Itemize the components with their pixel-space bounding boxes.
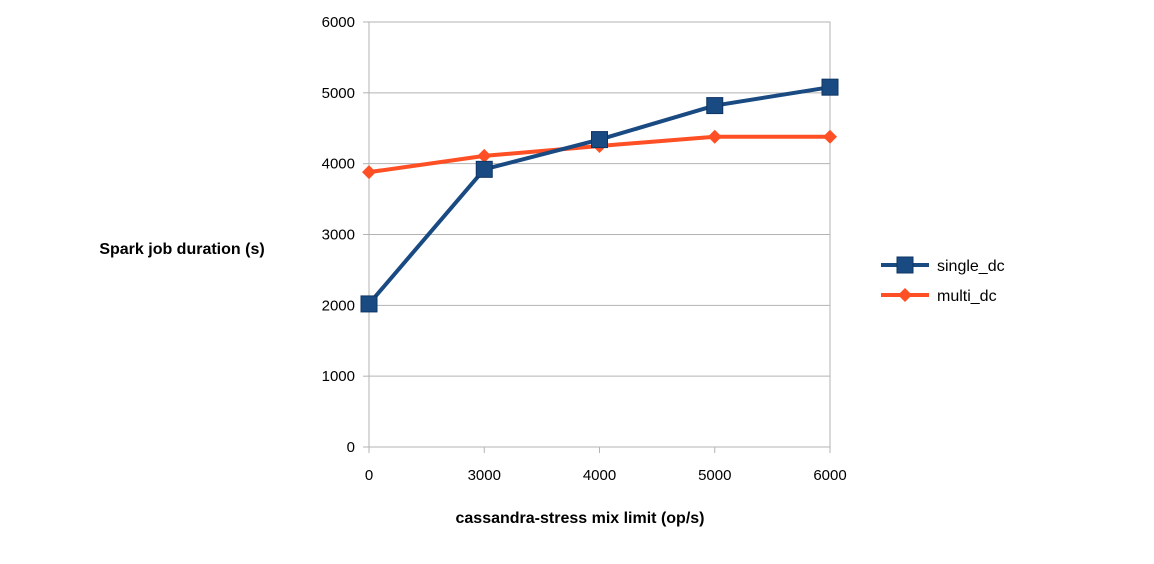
data-point-multi_dc (707, 129, 722, 144)
y-tick-label: 5000 (322, 85, 355, 102)
x-tick-label: 4000 (583, 467, 616, 484)
legend-label-multi_dc: multi_dc (937, 288, 997, 305)
series-line-single_dc (367, 85, 831, 306)
data-point-single_dc (706, 97, 724, 115)
legend-marker-multi_dc (898, 288, 912, 302)
x-axis-title: cassandra-stress mix limit (op/s) (456, 510, 705, 527)
y-tick-label: 0 (347, 439, 355, 456)
legend-marker-single_dc (896, 256, 914, 274)
y-axis-title: Spark job duration (s) (99, 241, 264, 258)
x-tick-label: 0 (365, 467, 373, 484)
data-point-single_dc (360, 295, 378, 313)
data-point-multi_dc (477, 148, 492, 163)
gridlines (369, 21, 830, 448)
y-tick-label: 4000 (322, 156, 355, 173)
data-point-single_dc (821, 78, 839, 96)
legend: single_dc multi_dc (881, 256, 1005, 305)
x-axis-ticks: 0 3000 4000 5000 6000 (365, 447, 847, 484)
data-point-multi_dc (823, 129, 837, 144)
data-point-multi_dc (362, 165, 376, 180)
y-axis-ticks: 0 1000 2000 3000 4000 5000 6000 (322, 14, 369, 456)
series-group (360, 78, 839, 313)
data-point-single_dc (475, 160, 493, 178)
y-tick-label: 6000 (322, 14, 355, 31)
x-tick-label: 6000 (813, 467, 846, 484)
x-tick-label: 3000 (468, 467, 501, 484)
y-tick-label: 3000 (322, 227, 355, 244)
y-tick-label: 2000 (322, 297, 355, 314)
x-tick-label: 5000 (698, 467, 731, 484)
legend-label-single_dc: single_dc (937, 258, 1005, 275)
data-point-single_dc (591, 131, 608, 149)
y-tick-label: 1000 (322, 368, 355, 385)
